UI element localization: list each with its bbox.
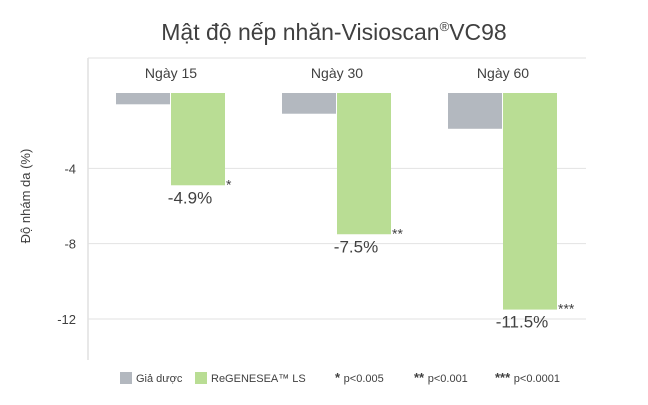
legend-label-placebo: Giả dược bbox=[136, 373, 183, 385]
chart-title: Mật độ nếp nhăn-Visioscan®VC98 bbox=[161, 19, 506, 45]
y-axis-title: Độ nhám da (%) bbox=[18, 149, 33, 244]
legend-p-value: p<0.001 bbox=[428, 373, 468, 385]
value-label: -4.9% bbox=[168, 188, 212, 207]
y-tick-label: -8 bbox=[64, 237, 76, 252]
category-labels: Ngày 15 Ngày 30 Ngày 60 bbox=[145, 65, 529, 81]
bars bbox=[116, 93, 557, 310]
legend-stars: *** bbox=[495, 370, 514, 385]
legend-label-treatment: ReGENESEA™ LS bbox=[211, 373, 306, 385]
legend-swatch-treatment bbox=[195, 372, 207, 384]
legend: Giả dược ReGENESEA™ LS * p<0.005 ** p<0.001… bbox=[120, 370, 560, 385]
chart-title-sup: ® bbox=[440, 19, 450, 34]
value-labels: -4.9% * -7.5% ** -11.5% *** bbox=[168, 176, 575, 331]
legend-p-value: p<0.0001 bbox=[514, 373, 560, 385]
bar-treatment bbox=[171, 93, 225, 186]
significance-mark: * bbox=[226, 176, 232, 192]
legend-swatch-placebo bbox=[120, 372, 132, 384]
bar-placebo bbox=[448, 93, 502, 129]
value-label: -7.5% bbox=[334, 237, 378, 256]
legend-stars: * bbox=[335, 370, 344, 385]
category-label: Ngày 15 bbox=[145, 65, 197, 81]
chart-title-suffix: VC98 bbox=[449, 19, 507, 45]
bar-placebo bbox=[116, 93, 170, 105]
value-label: -11.5% bbox=[496, 313, 549, 332]
legend-significance-note: ** p<0.001 bbox=[414, 370, 468, 385]
y-tick-labels: -4 -8 -12 bbox=[57, 161, 76, 327]
bar-treatment bbox=[503, 93, 557, 310]
legend-p-value: p<0.005 bbox=[344, 373, 384, 385]
bar-placebo bbox=[282, 93, 336, 114]
bar-treatment bbox=[337, 93, 391, 235]
y-tick-label: -12 bbox=[57, 312, 76, 327]
y-tick-label: -4 bbox=[64, 161, 76, 176]
legend-significance-note: * p<0.005 bbox=[335, 370, 384, 385]
chart-title-main: Mật độ nếp nhăn-Visioscan bbox=[161, 19, 439, 45]
significance-mark: ** bbox=[392, 225, 403, 241]
legend-significance-note: *** p<0.0001 bbox=[495, 370, 560, 385]
category-label: Ngày 30 bbox=[311, 65, 363, 81]
significance-mark: *** bbox=[558, 301, 575, 317]
category-label: Ngày 60 bbox=[477, 65, 529, 81]
legend-stars: ** bbox=[414, 370, 428, 385]
